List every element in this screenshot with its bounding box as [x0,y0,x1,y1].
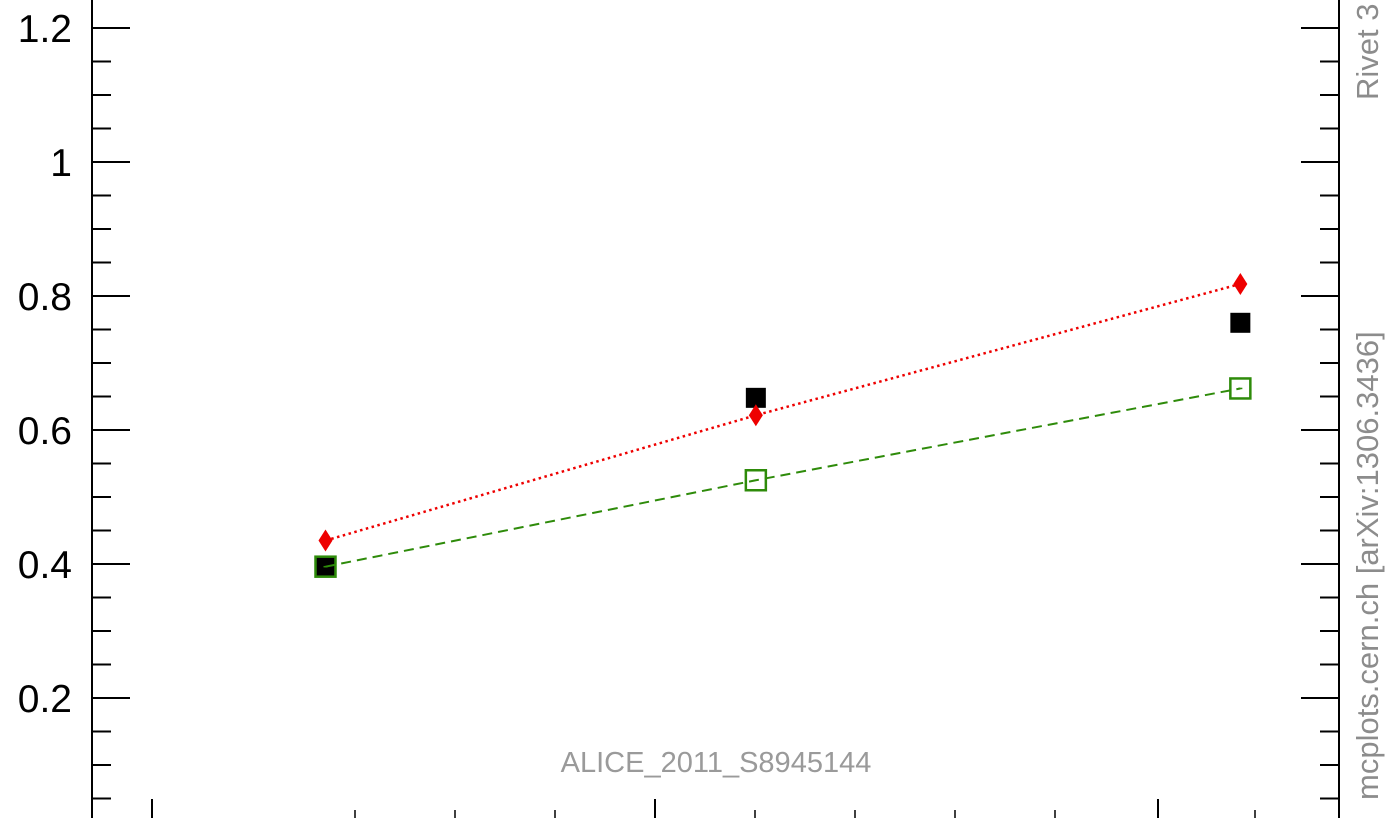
data-point-diamond [1233,272,1248,295]
source-label: mcplots.cern.ch [arXiv:1306.3436] [1350,331,1385,800]
series-open-square [314,377,1252,578]
data-point-open-square [314,555,337,578]
series-filled-square [315,312,1251,577]
series-line-dotted [325,282,1241,542]
data-point-diamond [748,404,763,427]
y-tick-label: 0.6 [18,410,72,453]
series-layer [314,272,1252,578]
y-tick-label: 1.2 [18,8,72,51]
y-tick-label: 0.8 [18,276,72,319]
y-tick-labels: 0.2 0.4 0.6 0.8 1 1.2 [18,8,72,721]
data-point-square [745,387,766,408]
series-line-dashed [325,387,1241,568]
data-point-square [1230,312,1251,333]
y-tick-label: 0.4 [18,544,72,587]
generator-label: Rivet 3 [1350,4,1385,100]
data-point-open-square [744,469,768,492]
series-filled-diamond [318,272,1248,552]
axes [91,0,1340,818]
y-tick-label: 0.2 [18,678,72,721]
data-point-open-square [1229,377,1252,400]
y-tick-label: 1 [50,142,72,185]
data-point-diamond [318,529,333,552]
analysis-id-label: ALICE_2011_S8945144 [561,747,872,779]
